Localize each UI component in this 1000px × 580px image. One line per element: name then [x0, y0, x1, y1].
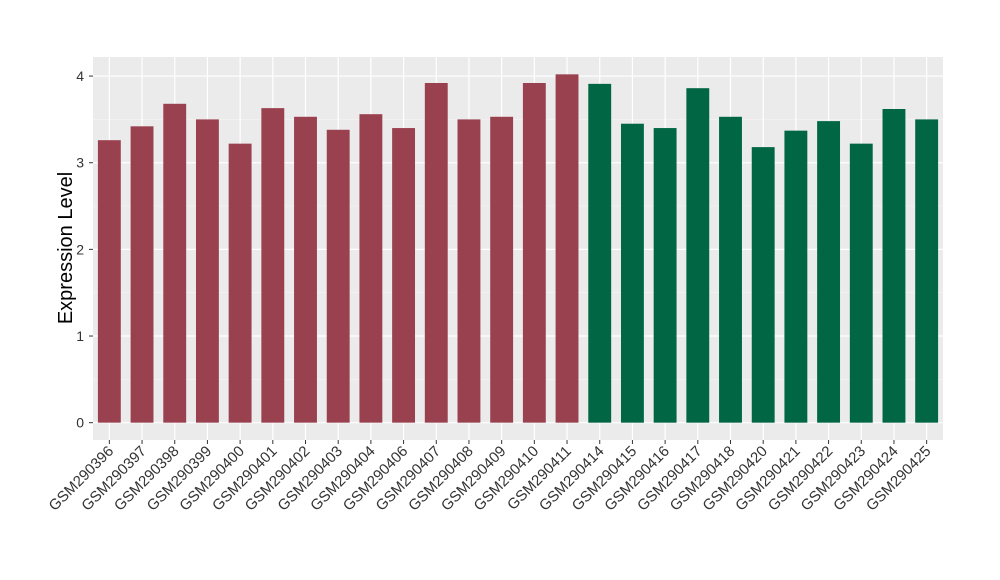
bar [359, 114, 383, 423]
bar [915, 119, 939, 423]
bar [620, 123, 644, 423]
bar [261, 108, 285, 423]
bar [294, 116, 317, 423]
y-tick-label: 4 [76, 68, 84, 84]
bar [130, 126, 154, 423]
bar [424, 82, 448, 423]
bar [555, 74, 579, 423]
bar [522, 82, 546, 423]
bar [817, 121, 841, 423]
y-tick-label: 3 [76, 155, 84, 171]
bar [195, 119, 219, 423]
bar [849, 143, 873, 423]
bar [326, 129, 350, 423]
bar [392, 128, 416, 423]
bar [719, 116, 742, 423]
y-tick-label: 2 [76, 241, 84, 257]
bar [784, 130, 808, 423]
bar [490, 116, 514, 423]
bar [686, 88, 710, 423]
bar [163, 103, 187, 423]
bar [751, 147, 775, 423]
y-tick-label: 0 [76, 415, 84, 431]
bar [457, 119, 481, 423]
y-tick-label: 1 [76, 328, 84, 344]
y-axis-title: Expression Level [55, 172, 77, 324]
plot-panel [93, 57, 943, 440]
bar [882, 108, 906, 423]
bar [228, 143, 252, 423]
bar [97, 140, 121, 423]
bar [588, 83, 612, 423]
bar [653, 128, 677, 423]
